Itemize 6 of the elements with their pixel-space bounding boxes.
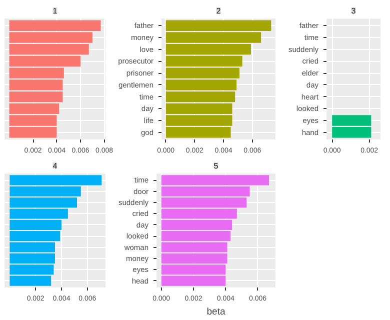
chart-title: 4 [52,162,58,170]
chart-title: 1 [52,6,58,16]
chart-title: 2 [216,6,222,16]
x-axis-title: beta [206,306,226,318]
chart-title: 5 [214,162,219,170]
chart-title: 3 [351,6,356,16]
